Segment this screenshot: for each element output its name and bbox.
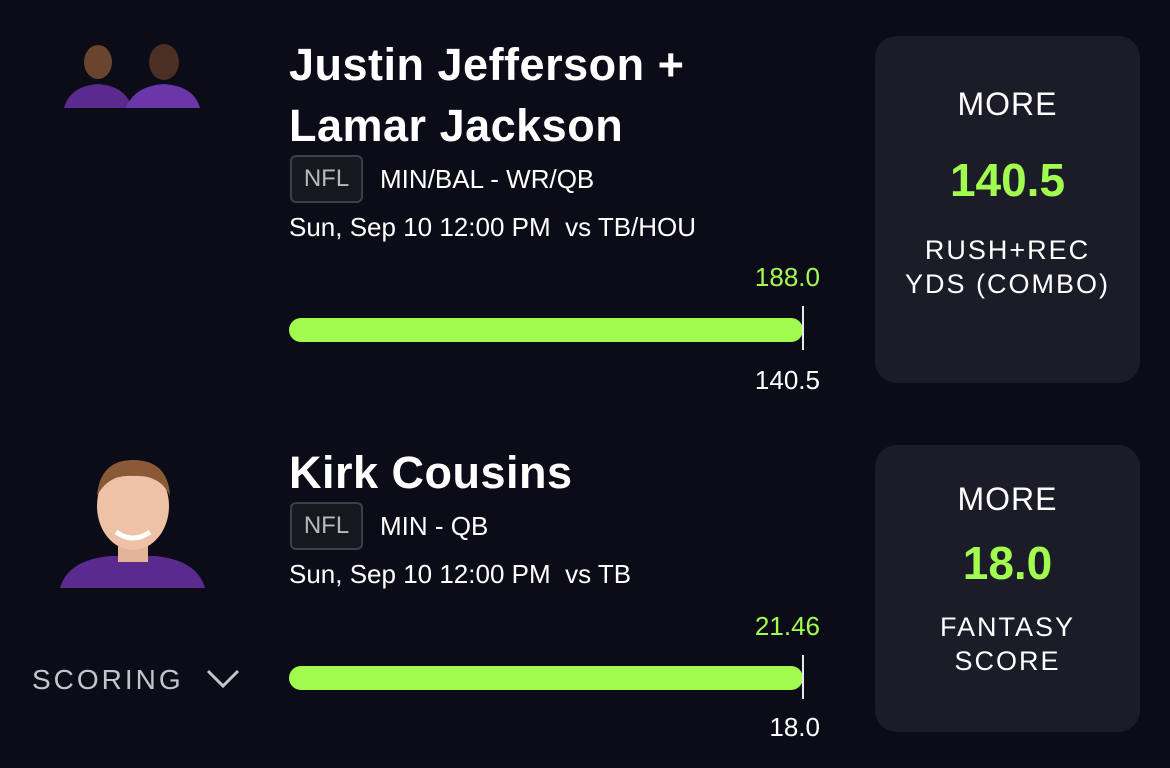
stat-type: RUSH+REC YDS (COMBO)	[904, 235, 1110, 299]
line-value: 140.5	[754, 365, 820, 395]
team-position: MIN - QB	[380, 511, 489, 541]
pick-line: 18.0	[962, 537, 1053, 589]
line-marker	[802, 306, 804, 350]
progress-bar	[289, 666, 803, 690]
league-badge: NFL	[290, 502, 363, 550]
pick-card[interactable]: MORE 140.5 RUSH+REC YDS (COMBO)	[875, 36, 1140, 383]
scoring-toggle[interactable]: SCORING	[32, 664, 240, 696]
actual-value: 188.0	[754, 262, 820, 292]
pick-line: 140.5	[949, 154, 1066, 206]
line-marker	[802, 655, 804, 699]
game-time: Sun, Sep 10 12:00 PM vs TB	[289, 559, 632, 589]
pick-direction: MORE	[957, 86, 1058, 122]
line-value: 18.0	[769, 712, 820, 742]
player-name: Kirk Cousins	[289, 447, 573, 498]
team-position: MIN/BAL - WR/QB	[380, 164, 595, 194]
progress-bar	[289, 318, 803, 342]
league-badge: NFL	[290, 155, 363, 203]
player-avatar	[60, 460, 205, 588]
pick-card[interactable]: MORE 18.0 FANTASY SCORE	[875, 445, 1140, 732]
player-avatars	[64, 44, 200, 108]
stat-type: FANTASY SCORE	[939, 612, 1076, 676]
game-time: Sun, Sep 10 12:00 PM vs TB/HOU	[289, 212, 697, 242]
pick-direction: MORE	[957, 481, 1058, 517]
scoring-label: SCORING	[32, 664, 184, 695]
chevron-icon	[207, 669, 240, 689]
actual-value: 21.46	[754, 611, 820, 641]
player-name: Justin Jefferson + Lamar Jackson	[289, 39, 685, 151]
